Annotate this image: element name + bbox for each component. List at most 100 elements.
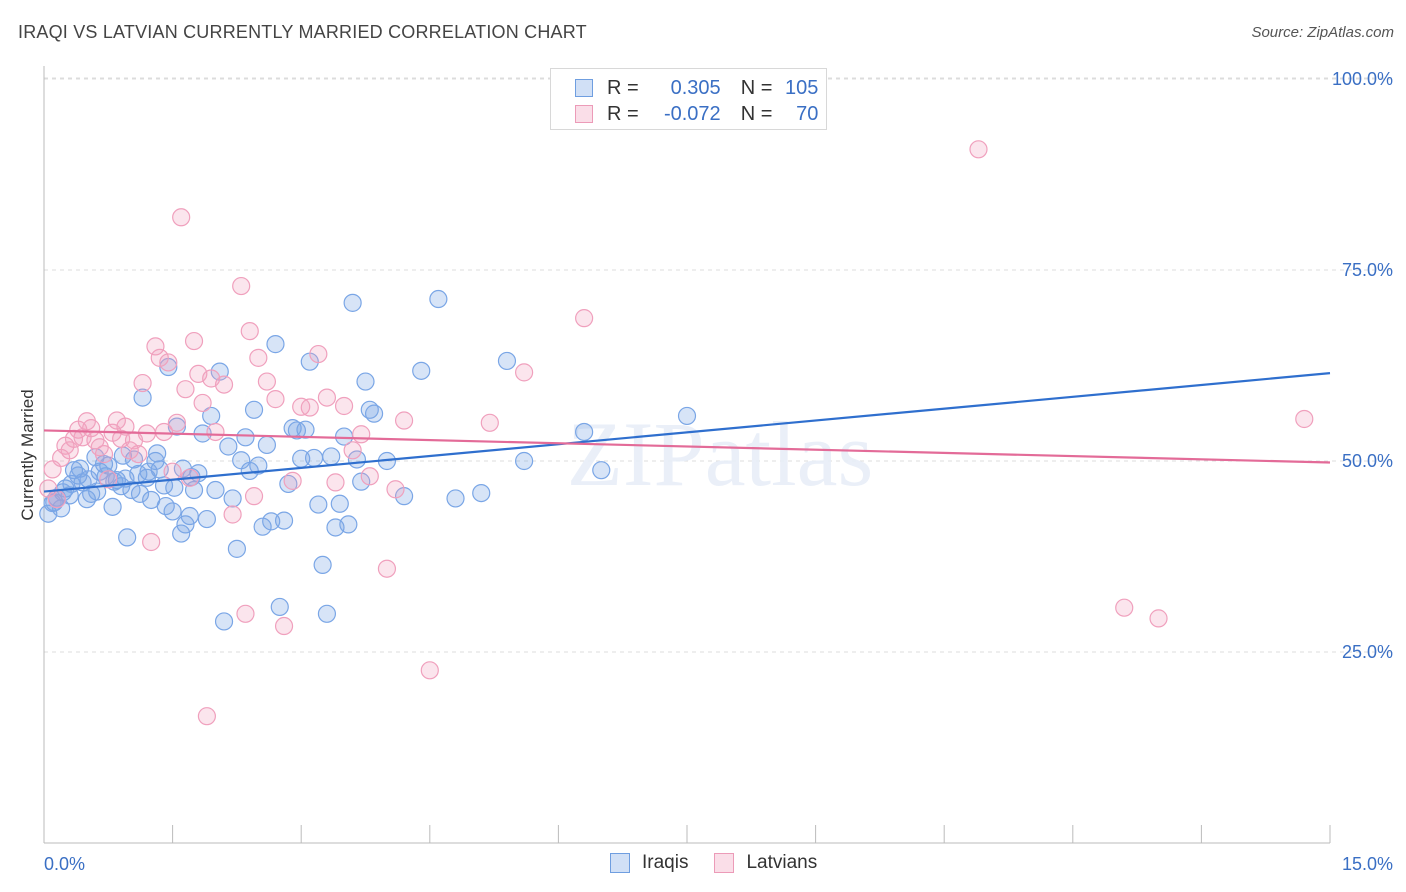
latvians-point <box>309 344 328 364</box>
iraqis-point <box>130 484 150 503</box>
iraqis-point <box>227 539 246 558</box>
latvians-point <box>249 348 268 367</box>
latvians-point <box>575 309 594 328</box>
iraqis-point <box>176 515 195 534</box>
latvians-point <box>317 388 337 407</box>
y-tick-label: 50.0% <box>1342 451 1393 471</box>
iraqis-point <box>446 489 465 508</box>
chart-title: IRAQI VS LATVIAN CURRENTLY MARRIED CORRE… <box>18 22 587 42</box>
latvians-point <box>266 390 285 409</box>
iraqis-point <box>122 480 141 500</box>
iraqis-point <box>214 612 234 631</box>
y-tick-label: 100.0% <box>1332 69 1393 89</box>
iraqis-point <box>52 499 71 518</box>
iraqis-swatch <box>575 79 593 97</box>
latvians-point <box>167 413 186 432</box>
iraqis-trend-line <box>43 372 1331 493</box>
legend-row-iraqis: R = 0.305 N = 105 <box>575 76 818 100</box>
n-label: N = <box>740 102 773 125</box>
iraqis-point <box>133 388 152 407</box>
iraqis-point <box>244 400 264 419</box>
latvians-point <box>244 487 264 506</box>
iraqis-point <box>339 515 358 534</box>
latvians-point <box>1149 609 1168 628</box>
iraqis-point <box>249 456 268 475</box>
iraqis-point <box>236 428 255 447</box>
iraqis-point <box>223 489 242 508</box>
latvians-point <box>1295 409 1314 429</box>
trend-lines <box>43 372 1331 493</box>
latvians-point <box>206 422 225 442</box>
iraqis-point <box>592 461 611 480</box>
latvians-point <box>223 505 242 524</box>
latvians-point <box>377 559 397 578</box>
latvians-point <box>1115 598 1134 617</box>
iraqis-point <box>330 494 349 513</box>
latvians-point <box>197 707 216 726</box>
legend-item-latvians: Latvians <box>714 852 817 874</box>
latvians-point <box>172 208 191 227</box>
latvians-point <box>142 532 161 552</box>
legend-label-iraqis: Iraqis <box>642 852 689 873</box>
latvians-point <box>343 441 362 460</box>
latvians-point <box>969 140 988 159</box>
iraqis-point <box>304 448 324 468</box>
iraqis-point <box>429 289 448 309</box>
iraqis-point <box>180 506 199 526</box>
latvians-point <box>334 396 354 416</box>
latvians-point <box>326 473 345 492</box>
iraqis-point <box>219 437 238 456</box>
latvians-point <box>150 348 169 367</box>
latvians-point <box>193 393 212 413</box>
latvians-point <box>184 331 204 351</box>
n-value: 70 <box>796 102 819 125</box>
latvians-point <box>129 445 148 464</box>
latvians-point <box>240 322 259 341</box>
iraqis-point <box>165 478 184 497</box>
legend-label-latvians: Latvians <box>746 852 818 873</box>
y-tick-label: 75.0% <box>1342 260 1393 280</box>
r-value: 0.305 <box>670 76 721 99</box>
iraqis-point <box>118 528 137 547</box>
latvians-point <box>163 462 182 481</box>
iraqis-point <box>274 511 294 530</box>
latvians-point <box>146 337 165 356</box>
iraqis-legend-swatch <box>610 853 630 873</box>
latvians-point <box>394 411 414 430</box>
iraqis-point <box>497 351 517 371</box>
latvians-point <box>47 490 66 509</box>
n-label: N = <box>740 76 773 99</box>
iraqis-point <box>206 480 225 500</box>
iraqis-point <box>322 447 341 466</box>
legend-item-iraqis: Iraqis <box>610 852 688 874</box>
latvians-point <box>352 425 371 444</box>
latvians-point <box>386 480 405 499</box>
iraqis-point <box>472 483 491 503</box>
latvians-point <box>116 417 135 436</box>
y-tick-label: 25.0% <box>1342 642 1393 662</box>
chart-source: Source: ZipAtlas.com <box>1251 24 1394 41</box>
series-legend: Iraqis Latvians <box>610 852 843 874</box>
iraqis-point <box>412 361 431 380</box>
iraqis-point <box>364 404 384 423</box>
iraqis-point <box>257 435 277 455</box>
latvians-point <box>232 276 251 296</box>
iraqis-point <box>99 456 118 475</box>
data-points <box>39 140 1314 726</box>
grid-lines <box>44 77 1395 653</box>
r-label: R = <box>607 102 639 125</box>
latvians-point <box>515 363 534 382</box>
watermark: ZIPatlas <box>567 403 874 505</box>
latvians-point <box>60 441 79 460</box>
latvians-point <box>176 380 195 399</box>
latvians-trend-line <box>43 429 1331 464</box>
latvians-point <box>159 353 178 372</box>
iraqis-point <box>148 444 167 463</box>
iraqis-point <box>139 462 158 481</box>
r-label: R = <box>607 76 639 99</box>
x-tick-label: 15.0% <box>1342 854 1393 874</box>
n-value: 105 <box>785 76 819 99</box>
iraqis-point <box>575 422 594 442</box>
latvians-point <box>420 661 439 680</box>
